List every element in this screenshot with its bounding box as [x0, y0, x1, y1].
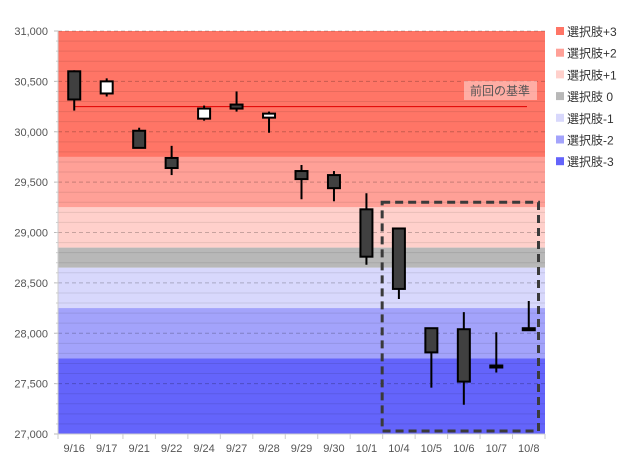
- x-tick-label: 9/28: [258, 443, 279, 455]
- legend-label: 選択肢+1: [567, 67, 617, 82]
- candle-body: [391, 227, 406, 290]
- candle-body: [164, 156, 179, 170]
- x-tick-label: 9/22: [161, 443, 182, 455]
- legend-swatch: [556, 27, 564, 35]
- legend-swatch: [556, 92, 564, 101]
- legend-swatch: [556, 157, 564, 166]
- x-tick-label: 10/4: [388, 443, 409, 455]
- x-tick-label: 9/21: [128, 443, 149, 455]
- band-選択肢-1: [58, 267, 545, 309]
- x-tick-label: 9/30: [323, 443, 344, 455]
- y-tick-label: 28,500: [14, 278, 48, 290]
- y-tick-label: 30,000: [14, 127, 48, 139]
- x-tick-label: 10/1: [356, 443, 377, 455]
- y-tick-label: 29,500: [14, 177, 48, 189]
- candle-body: [424, 327, 439, 354]
- y-tick-label: 27,000: [14, 429, 48, 441]
- x-tick-label: 9/17: [96, 443, 117, 455]
- legend-swatch: [556, 113, 564, 122]
- legend-swatch: [556, 135, 564, 144]
- band-選択肢-3: [58, 358, 545, 434]
- legend-label: 選択肢 0: [567, 89, 613, 104]
- candle-body: [456, 328, 471, 383]
- legend-swatch: [556, 70, 564, 79]
- legend-label: 選択肢-1: [567, 111, 614, 126]
- x-tick-label: 9/24: [193, 443, 214, 455]
- candle-body: [262, 112, 277, 119]
- x-tick-label: 10/6: [453, 443, 474, 455]
- candle-body: [197, 107, 212, 120]
- legend-label: 選択肢+2: [567, 46, 617, 61]
- reference-label: 前回の基準: [470, 83, 530, 98]
- y-tick-label: 29,000: [14, 228, 48, 240]
- legend-label: 選択肢+3: [567, 24, 617, 39]
- x-tick-label: 9/29: [291, 443, 312, 455]
- x-tick-label: 9/27: [226, 443, 247, 455]
- legend-swatch: [556, 48, 564, 57]
- candle-body: [67, 70, 82, 101]
- highlight-box: [380, 200, 540, 433]
- x-tick-label: 10/7: [486, 443, 507, 455]
- candle-body: [132, 129, 147, 149]
- candle-body: [359, 208, 374, 258]
- candle-body: [99, 80, 114, 95]
- candle-body: [521, 327, 536, 332]
- reference-label-bg: [464, 81, 537, 100]
- candle-body: [294, 170, 309, 181]
- legend-label: 選択肢-3: [567, 154, 614, 169]
- y-tick-label: 30,500: [14, 76, 48, 88]
- band-選択肢+1: [58, 207, 545, 248]
- candle-body: [326, 174, 341, 190]
- x-tick-label: 10/8: [518, 443, 539, 455]
- y-tick-label: 31,000: [14, 26, 48, 38]
- candle-body: [489, 364, 504, 369]
- x-tick-label: 10/5: [421, 443, 442, 455]
- legend-label: 選択肢-2: [567, 133, 614, 148]
- candle-body: [229, 103, 244, 110]
- y-tick-label: 27,500: [14, 379, 48, 391]
- y-tick-label: 28,000: [14, 328, 48, 340]
- x-tick-label: 9/16: [64, 443, 85, 455]
- band-選択肢 0: [58, 247, 545, 268]
